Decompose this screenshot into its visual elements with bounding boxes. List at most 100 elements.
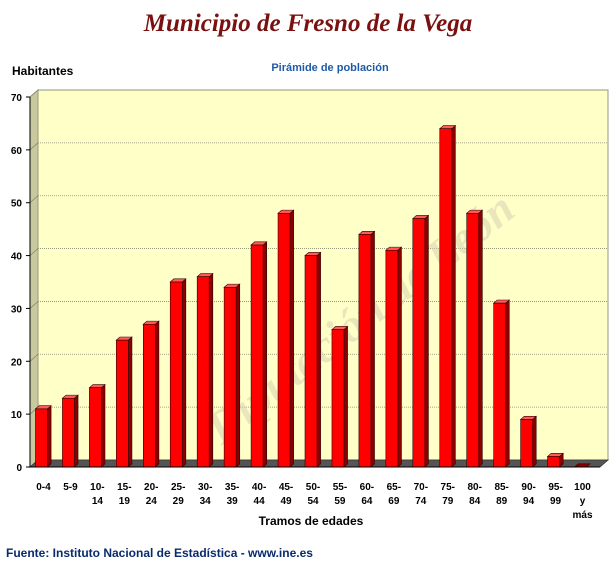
bar [465,209,484,468]
x-tick-label-line: 30- [198,482,212,493]
bar [385,246,403,468]
x-tick-label-line: 34 [200,496,212,507]
x-tick-label: 85-89 [494,482,508,507]
bar-front [169,281,183,468]
x-tick-label-line: 39 [227,496,239,507]
axes-layer: 0-4 5-9 10-1415-1920-2425-2930-3435-3940-4… [11,93,600,521]
x-tick-label-line: 24 [146,496,158,507]
bar-side [316,251,321,468]
x-tick-label-line: 94 [523,496,535,507]
bar-side [289,209,294,468]
x-tick-label-line: 85- [494,482,508,493]
x-tick-label: 0-4 [36,482,51,493]
x-tick-label: 50-54 [306,482,320,507]
bar [358,230,376,468]
bar-front [196,276,210,468]
bar-front [89,387,102,468]
x-tick-label-line: 14 [92,496,104,507]
x-tick-label: 90-94 [521,482,535,507]
x-tick-label: 5-9 [63,482,78,493]
bar-front [385,249,399,468]
x-tick-label-line: 35- [225,482,239,493]
y-tick-label: 0 [16,463,22,474]
bar-front [62,397,75,468]
bar [34,405,52,468]
bar-front [331,329,345,468]
bar-front [304,255,318,468]
bar-side [154,320,160,468]
bar-front [412,218,426,468]
x-tick-label-line: 59 [334,496,346,507]
bar [61,394,79,468]
bar [304,251,322,468]
x-tick-label-line: 74 [415,496,427,507]
x-tick-label-line: 19 [119,496,131,507]
bar-side [505,299,510,468]
bar-side [128,336,133,468]
x-axis-label: Tramos de edades [258,514,364,528]
bar-side [74,394,79,468]
gridline-side [29,195,39,204]
bar-side [343,325,348,468]
bar-front [142,323,156,468]
bar-front [358,234,372,468]
bar-side [532,415,537,468]
bar [331,325,349,468]
y-axis-label: Habitantes [12,64,74,78]
y-tick-label: 40 [11,252,23,263]
bar-front [35,408,48,468]
bar-front [250,244,264,468]
source-note: Fuente: Instituto Nacional de Estadístic… [6,546,313,560]
x-tick-label: 60-64 [360,482,374,507]
x-tick-label: 95-99 [548,482,562,507]
bars-layer [34,124,591,468]
bar [142,320,160,468]
x-tick-label: 75-79 [441,482,455,507]
bar [277,209,295,468]
y-tick-label: 50 [11,199,23,210]
x-tick-label: 100 y más [573,482,593,521]
x-tick-label-line: 75- [441,482,455,493]
bar-side [181,278,187,468]
y-tick-label: 70 [11,93,23,104]
x-tick-label: 15-19 [117,482,131,507]
x-tick-label: 30-34 [198,482,212,507]
x-tick-label-line: 95- [548,482,562,493]
bar-side [101,383,106,468]
x-tick-label-line: 89 [496,496,508,507]
x-tick-label-line: 49 [280,496,292,507]
plot-back-wall [37,89,609,461]
bar-front [116,339,129,468]
x-tick-label-line: 50- [306,482,320,493]
x-tick-label-line: y [580,496,586,507]
x-tick-label-line: 29 [173,496,185,507]
bar-front [547,456,560,468]
bar [88,383,106,468]
gridline-side [29,248,39,256]
y-tick-label: 30 [11,304,23,315]
x-tick-label: 80-84 [467,482,481,507]
x-tick-label-line: 0-4 [36,482,51,493]
x-tick-label-line: 5-9 [63,482,78,493]
x-tick-label-line: más [573,510,593,521]
bar-side [370,230,375,468]
bar [196,272,214,468]
x-tick-label-line: 69 [388,496,400,507]
x-tick-label-line: 80- [467,482,481,493]
x-tick-label-line: 64 [361,496,373,507]
bar [546,452,564,468]
x-tick-label: 10-14 [90,482,104,507]
y-tick-label: 20 [11,357,23,368]
bar [223,283,241,468]
bar-side [451,124,456,468]
x-tick-label-line: 45- [279,482,293,493]
x-tick-label-line: 44 [254,496,266,507]
bar-side [208,272,214,468]
bar [169,278,187,468]
bar-side [235,283,241,468]
y-tick-label: 10 [11,410,23,421]
x-tick-label: 45-49 [279,482,293,507]
gridline-side [29,142,39,151]
bar-front [520,419,533,468]
